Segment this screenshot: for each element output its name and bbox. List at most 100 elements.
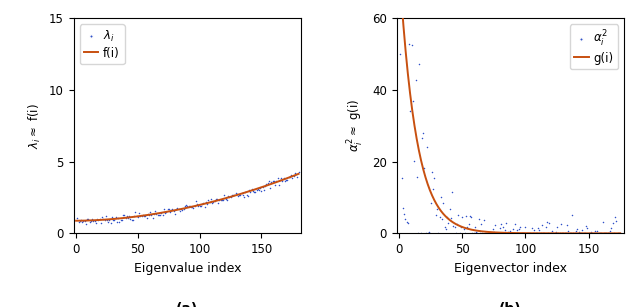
Point [157,212,168,217]
Point [189,204,200,209]
Point [119,212,129,217]
Point [396,52,406,57]
Point [538,231,548,236]
Point [257,188,267,193]
Point [107,215,117,220]
Point [401,220,412,224]
Point [218,198,228,203]
Point [579,231,589,236]
Point [559,231,570,236]
Point [266,180,276,185]
Point [138,213,148,218]
Point [237,191,247,196]
Point [245,190,255,195]
Point [278,176,289,181]
Point [131,210,141,215]
Point [289,173,299,178]
Point [82,216,92,221]
Point [221,196,231,201]
Point [501,220,511,225]
Point [88,218,99,223]
Point [456,225,466,230]
Point [436,194,446,199]
Point [241,192,252,197]
Point [463,222,474,227]
Point [185,203,195,208]
Point [489,229,499,234]
Point [151,212,161,217]
Point [529,228,540,233]
Point [197,201,207,206]
Point [186,204,196,209]
Point [571,229,581,234]
Point [406,43,417,48]
Point [609,231,619,236]
Point [513,231,523,236]
Point [240,190,250,195]
Point [514,227,524,231]
Point [399,211,409,216]
Point [91,220,101,225]
Point [292,175,303,180]
Point [549,231,559,236]
Point [99,218,109,223]
Point [413,231,423,236]
Point [550,229,561,234]
Point [492,231,502,236]
Point [601,231,611,236]
Point [481,230,492,235]
Point [150,208,160,213]
Point [236,192,246,197]
Point [602,231,612,236]
Point [554,231,564,236]
Point [562,222,572,227]
Point [163,206,173,211]
Point [149,212,159,217]
X-axis label: Eigenvector index: Eigenvector index [454,262,567,274]
Point [198,201,209,206]
Point [257,185,268,189]
Point [72,215,83,220]
Point [426,201,436,206]
Point [128,218,138,223]
Point [271,179,282,184]
Point [116,218,127,223]
Point [453,213,463,218]
Point [600,231,610,236]
Point [114,220,124,225]
Point [285,175,295,180]
Point [516,231,527,236]
Point [552,225,562,230]
Point [460,231,470,236]
Point [442,215,452,220]
Point [515,224,525,229]
Point [118,213,128,218]
Point [171,206,181,211]
Point [533,225,543,230]
Point [148,215,158,220]
Point [536,231,546,236]
Point [81,221,91,226]
Point [225,195,236,200]
Y-axis label: $\alpha_i^2 \approx$ g(i): $\alpha_i^2 \approx$ g(i) [346,99,367,152]
Point [294,170,304,175]
Point [76,217,86,222]
Point [486,231,497,236]
Point [504,231,514,236]
Point [500,228,510,233]
Point [585,231,595,236]
Point [505,228,515,233]
Point [168,208,179,213]
Point [502,230,513,235]
Point [604,231,614,236]
Point [204,200,214,205]
Point [488,226,498,231]
Point [87,217,97,222]
Point [122,214,132,219]
Point [589,231,599,236]
Point [154,213,164,218]
Point [404,41,414,46]
Point [561,231,571,236]
Point [466,214,476,219]
Point [115,217,125,222]
